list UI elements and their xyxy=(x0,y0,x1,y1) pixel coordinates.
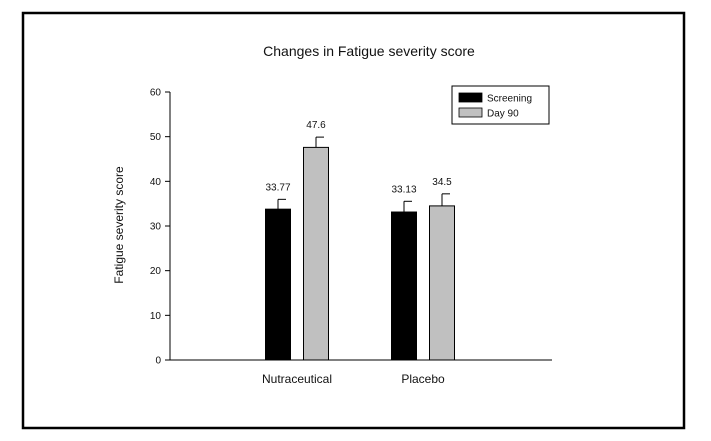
y-axis-label: Fatigue severity score xyxy=(112,166,126,284)
legend-box xyxy=(451,85,550,125)
y-tick-label: 60 xyxy=(150,88,162,99)
y-tick-label: 20 xyxy=(150,266,162,277)
axes: 0 10 20 30 40 50 60 Nutraceutical Placebo xyxy=(150,88,552,386)
y-tick-label: 40 xyxy=(150,177,162,188)
y-tick-label: 30 xyxy=(150,222,162,233)
y-tick-label: 0 xyxy=(155,356,161,367)
data-label: 33.77 xyxy=(265,182,290,193)
bar xyxy=(265,208,291,361)
data-label: 33.13 xyxy=(391,184,416,195)
legend: Screening Day 90 xyxy=(451,85,550,125)
legend-label-day-90: Day 90 xyxy=(487,109,519,120)
data-label: 47.6 xyxy=(306,120,326,131)
data-label: 34.5 xyxy=(432,177,452,188)
legend-label-screening: Screening xyxy=(487,94,532,105)
y-tick-label: 50 xyxy=(150,132,162,143)
chart-title: Changes in Fatigue severity score xyxy=(263,43,475,59)
x-tick-label: Nutraceutical xyxy=(262,372,332,386)
bar xyxy=(303,146,329,361)
y-tick-label: 10 xyxy=(150,311,162,322)
bars: 33.77 47.6 33.13 34.5 xyxy=(265,120,455,361)
bar xyxy=(429,205,455,361)
legend-swatch-day-90 xyxy=(458,107,483,118)
legend-swatch-screening xyxy=(458,92,483,103)
bar xyxy=(391,211,417,361)
outer-border xyxy=(21,11,686,430)
x-tick-label: Placebo xyxy=(401,372,445,386)
